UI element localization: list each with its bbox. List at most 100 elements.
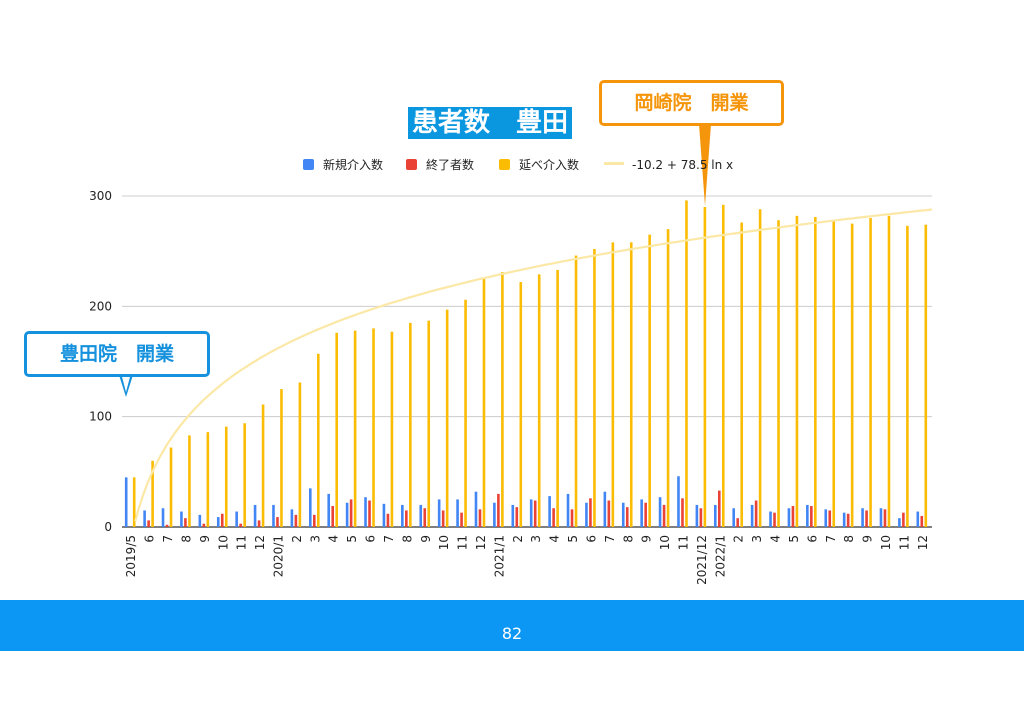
- bar-total: [353, 330, 357, 527]
- x-tick-label: 8: [621, 535, 635, 543]
- bar-new: [842, 512, 846, 527]
- bar-new: [548, 496, 551, 527]
- bar-new: [161, 508, 165, 527]
- bar-end: [312, 514, 316, 527]
- bar-end: [405, 510, 408, 527]
- bar-end: [920, 515, 924, 527]
- bar-new: [806, 504, 809, 527]
- bar-new: [585, 502, 588, 527]
- x-tick-label: 6: [143, 535, 157, 543]
- bar-new: [787, 508, 791, 527]
- bar-total: [501, 272, 504, 527]
- x-tick-label: 9: [861, 535, 875, 543]
- bar-new: [493, 502, 496, 527]
- bar-total: [887, 215, 891, 528]
- bar-new: [529, 499, 533, 527]
- bar-total: [758, 209, 762, 528]
- bar-total: [906, 225, 909, 528]
- legend-trend: -10.2 + 78.5 ln x: [604, 157, 733, 173]
- bar-new: [566, 493, 570, 527]
- bar-new: [198, 514, 202, 527]
- x-tick-label: 5: [787, 535, 801, 543]
- bar-end: [497, 493, 500, 527]
- bar-total: [648, 234, 651, 527]
- bar-end: [386, 513, 390, 527]
- bar-new: [401, 504, 404, 527]
- bar-end: [239, 523, 242, 527]
- bar-end: [644, 502, 647, 527]
- bar-end: [589, 498, 592, 527]
- x-tick-label: 7: [824, 535, 838, 543]
- bar-new: [382, 503, 386, 527]
- bar-total: [372, 328, 375, 527]
- x-tick-label: 11: [897, 535, 911, 550]
- bar-total: [482, 277, 486, 527]
- bar-total: [685, 200, 688, 527]
- legend-trend-label: -10.2 + 78.5 ln x: [632, 158, 734, 172]
- y-tick-label: 300: [89, 189, 112, 203]
- bar-end: [754, 500, 758, 527]
- bar-end: [902, 512, 905, 527]
- bar-new: [437, 499, 441, 527]
- x-tick-label: 7: [382, 535, 396, 543]
- bar-end: [276, 517, 279, 527]
- bar-total: [261, 404, 265, 527]
- bar-total: [869, 218, 872, 528]
- bar-end: [625, 507, 629, 527]
- x-tick-label: 6: [364, 535, 378, 543]
- x-tick-label: 2: [511, 535, 525, 543]
- page-number: 82: [501, 624, 523, 643]
- bar-total: [721, 204, 725, 527]
- bar-new: [272, 504, 275, 527]
- x-tick-label: 12: [916, 535, 930, 550]
- bar-end: [662, 504, 666, 527]
- bar-end: [607, 500, 611, 527]
- trendline: [134, 208, 933, 522]
- legend-end: 終了者数: [406, 157, 474, 173]
- bar-new: [879, 508, 883, 527]
- bar-total: [298, 382, 302, 527]
- bar-new: [216, 517, 220, 527]
- x-tick-label: 7: [161, 535, 175, 543]
- bar-new: [143, 510, 146, 527]
- bar-end: [773, 512, 776, 527]
- bar-total: [593, 248, 596, 527]
- x-tick-label: 11: [456, 535, 470, 550]
- x-tick-label: 2019/5: [124, 535, 138, 577]
- bar-end: [220, 513, 224, 527]
- x-tick-label: 2021/1: [492, 535, 506, 577]
- bar-new: [750, 504, 754, 527]
- x-tick-label: 11: [677, 535, 691, 550]
- bar-total: [795, 215, 799, 528]
- bar-total: [574, 255, 578, 527]
- x-tick-label: 11: [235, 535, 249, 550]
- x-tick-label: 8: [179, 535, 193, 543]
- x-tick-label: 2: [290, 535, 304, 543]
- bar-total: [316, 353, 320, 527]
- bar-total: [151, 460, 154, 527]
- bar-new: [511, 504, 515, 527]
- bar-total: [206, 432, 210, 527]
- bar-end: [349, 499, 353, 527]
- bar-end: [478, 509, 482, 527]
- x-tick-label: 3: [529, 535, 543, 543]
- bar-end: [681, 498, 684, 527]
- x-tick-label: 4: [327, 535, 341, 543]
- legend-new-label: 新規介入数: [323, 158, 384, 172]
- bar-new: [640, 499, 643, 527]
- bar-end: [441, 510, 445, 527]
- bar-total: [390, 331, 394, 527]
- bar-new: [603, 491, 607, 527]
- bar-total: [832, 221, 836, 528]
- bar-total: [629, 242, 633, 527]
- bar-total: [611, 242, 615, 527]
- x-tick-label: 5: [345, 535, 359, 543]
- bar-new: [456, 499, 459, 527]
- bar-new: [916, 511, 920, 527]
- legend-total-swatch: [499, 159, 510, 170]
- bar-total: [814, 216, 817, 528]
- bar-end: [791, 506, 795, 527]
- bar-new: [253, 504, 257, 527]
- bar-end: [846, 513, 850, 527]
- bar-new: [124, 477, 128, 527]
